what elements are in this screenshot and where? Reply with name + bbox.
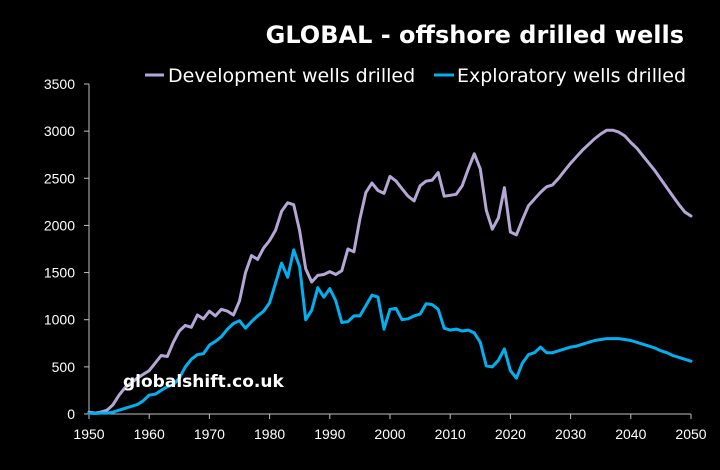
x-tick-label: 2030 <box>555 426 586 442</box>
x-tick-label: 2010 <box>435 426 466 442</box>
x-tick-label: 2000 <box>374 426 405 442</box>
y-tick-label: 1000 <box>44 312 75 328</box>
legend-label-exploratory: Exploratory wells drilled <box>457 65 686 87</box>
y-tick-label: 2000 <box>44 217 75 233</box>
series-line-exploratory <box>87 248 693 415</box>
chart-title: GLOBAL - offshore drilled wells <box>266 21 684 49</box>
series-line-development <box>87 128 693 415</box>
y-tick-label: 2500 <box>44 170 75 186</box>
watermark: globalshift.co.uk <box>123 372 284 392</box>
x-tick-label: 1950 <box>73 426 104 442</box>
y-tick-label: 0 <box>67 406 75 422</box>
legend: Development wells drilled Exploratory we… <box>145 65 686 87</box>
x-tick-label: 1970 <box>194 426 225 442</box>
y-tick-label: 3500 <box>44 76 75 92</box>
legend-label-development: Development wells drilled <box>168 65 415 87</box>
y-tick-label: 3000 <box>44 123 75 139</box>
series-lines <box>87 128 693 415</box>
y-tick-label: 1500 <box>44 265 75 281</box>
y-axis-ticks: 0 500 1000 1500 2000 2500 3000 3500 <box>44 76 89 422</box>
x-axis-ticks: 1950 1960 1970 1980 1990 2000 2010 2020 2030 2040… <box>73 414 707 442</box>
x-tick-label: 1960 <box>134 426 165 442</box>
x-tick-label: 2050 <box>675 426 706 442</box>
y-tick-label: 500 <box>52 359 76 375</box>
x-tick-label: 2020 <box>495 426 526 442</box>
x-tick-label: 2040 <box>615 426 646 442</box>
x-tick-label: 1980 <box>254 426 285 442</box>
x-tick-label: 1990 <box>314 426 345 442</box>
